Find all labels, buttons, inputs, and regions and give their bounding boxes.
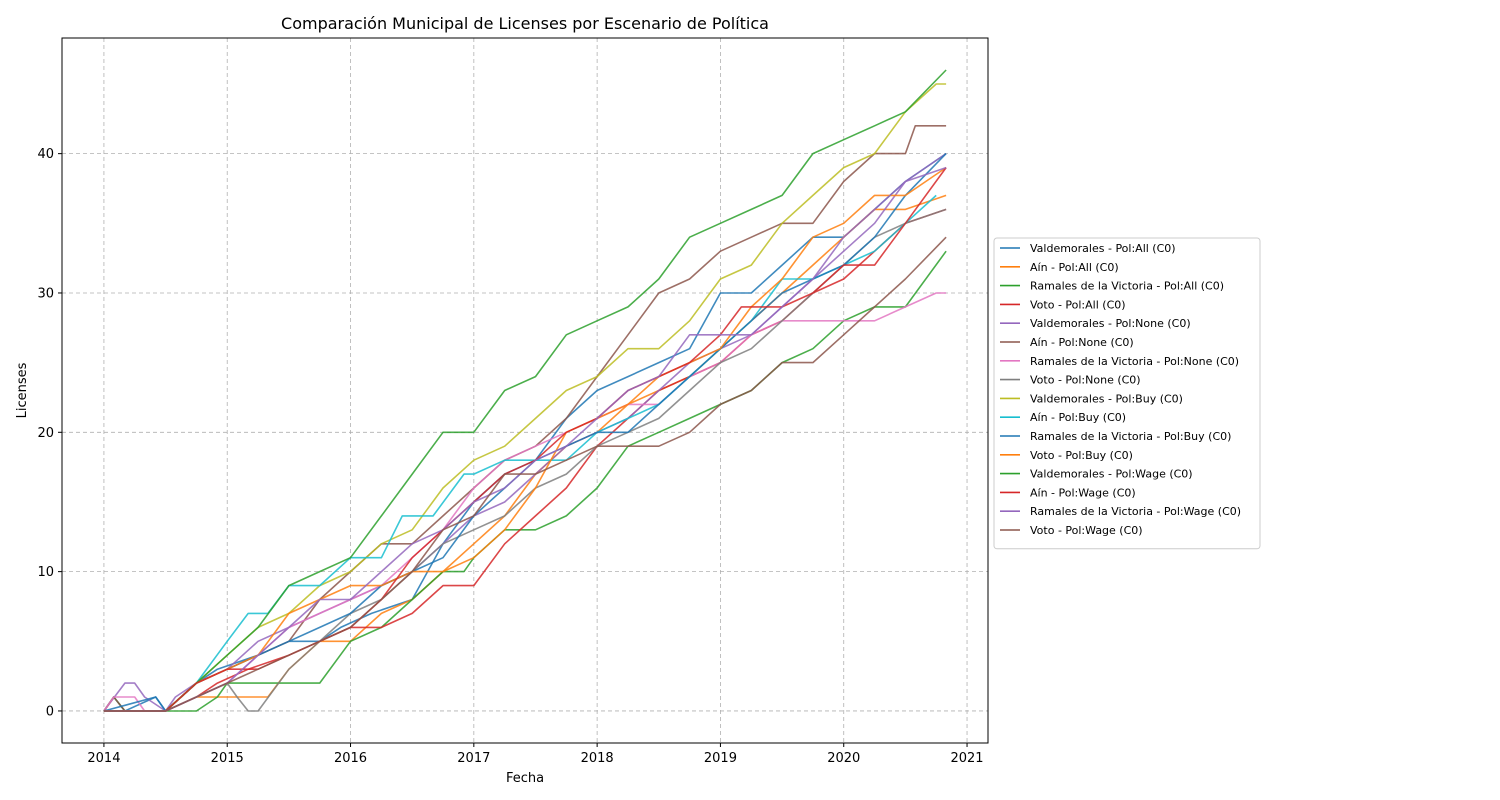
x-tick-label: 2021 bbox=[950, 751, 983, 766]
x-tick-label: 2018 bbox=[581, 751, 614, 766]
y-tick-label: 20 bbox=[37, 426, 54, 441]
y-tick-label: 30 bbox=[37, 286, 54, 301]
series-line-8 bbox=[103, 83, 947, 712]
series-line-14 bbox=[103, 166, 947, 712]
series-line-11 bbox=[103, 166, 947, 712]
y-axis-label: Licenses bbox=[15, 362, 30, 418]
x-tick-label: 2015 bbox=[211, 751, 244, 766]
x-tick-label: 2019 bbox=[704, 751, 737, 766]
series-line-15 bbox=[103, 236, 947, 712]
legend-entry: Voto - Pol:None (C0) bbox=[1030, 374, 1141, 387]
x-axis-label: Fecha bbox=[506, 771, 544, 786]
legend-entry: Ramales de la Victoria - Pol:Wage (C0) bbox=[1030, 505, 1241, 518]
legend-box bbox=[993, 237, 1261, 550]
series-line-13 bbox=[103, 167, 947, 712]
chart-title: Comparación Municipal de Licenses por Es… bbox=[281, 14, 769, 33]
legend-entry: Ramales de la Victoria - Pol:Buy (C0) bbox=[1030, 430, 1231, 443]
y-tick-label: 10 bbox=[37, 565, 54, 580]
x-tick-label: 2016 bbox=[334, 751, 367, 766]
legend-entry: Aín - Pol:Wage (C0) bbox=[1030, 486, 1136, 499]
legend-entry: Valdemorales - Pol:None (C0) bbox=[1030, 317, 1191, 330]
legend-entry: Ramales de la Victoria - Pol:None (C0) bbox=[1030, 355, 1239, 368]
series-line-7 bbox=[103, 208, 947, 712]
legend-entry: Aín - Pol:Buy (C0) bbox=[1030, 411, 1126, 424]
y-tick-label: 0 bbox=[46, 704, 54, 719]
legend-entry: Aín - Pol:None (C0) bbox=[1030, 336, 1134, 349]
grid-layer bbox=[62, 38, 988, 743]
legend-entry: Ramales de la Victoria - Pol:All (C0) bbox=[1030, 280, 1224, 293]
y-tick-label: 40 bbox=[37, 147, 54, 162]
tick-layer: 2014 2015 2016 2017 2018 2019 2020 2021 0 10 20 30 4… bbox=[37, 147, 983, 766]
series-line-9 bbox=[103, 194, 937, 712]
series-layer bbox=[103, 69, 947, 712]
legend-entry: Valdemorales - Pol:All (C0) bbox=[1030, 242, 1176, 255]
legend-entry: Voto - Pol:All (C0) bbox=[1030, 298, 1126, 311]
x-tick-label: 2014 bbox=[87, 751, 120, 766]
legend: Valdemorales - Pol:All (C0) Aín - Pol:All… bbox=[993, 237, 1261, 550]
series-line-5 bbox=[103, 125, 947, 712]
legend-entry: Voto - Pol:Buy (C0) bbox=[1030, 449, 1133, 462]
x-tick-label: 2017 bbox=[457, 751, 490, 766]
x-tick-label: 2020 bbox=[827, 751, 860, 766]
legend-entry: Voto - Pol:Wage (C0) bbox=[1030, 524, 1143, 537]
plot-frame bbox=[61, 37, 989, 744]
series-line-12 bbox=[103, 69, 947, 712]
legend-entry: Valdemorales - Pol:Wage (C0) bbox=[1030, 468, 1193, 481]
legend-entry: Valdemorales - Pol:Buy (C0) bbox=[1030, 392, 1183, 405]
legend-entry: Aín - Pol:All (C0) bbox=[1030, 261, 1119, 274]
